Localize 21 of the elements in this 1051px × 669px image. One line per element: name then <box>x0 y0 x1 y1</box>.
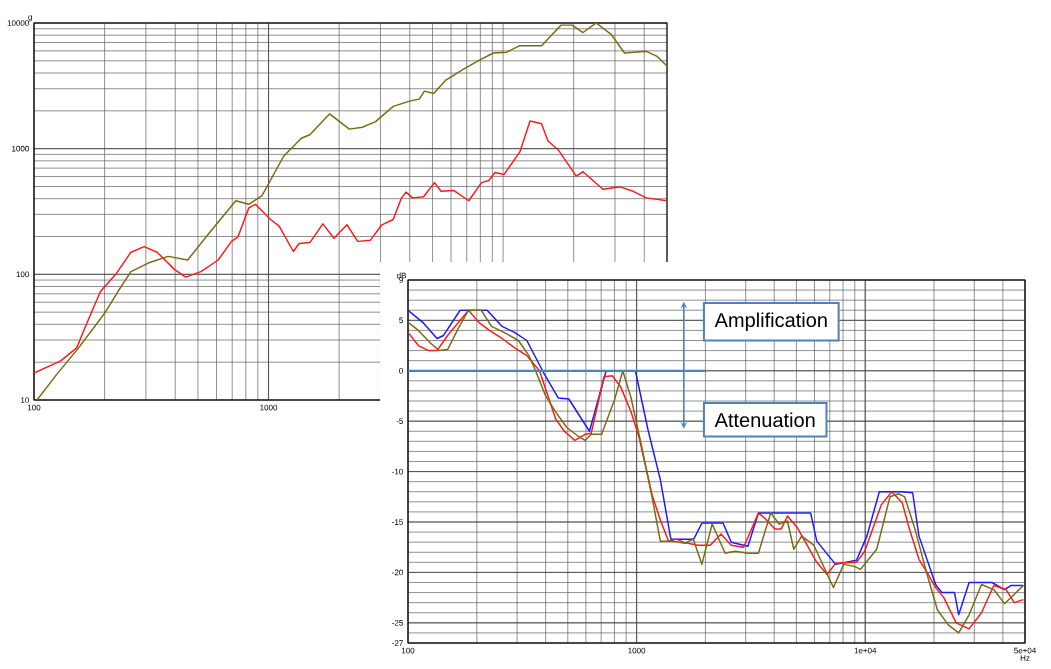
y-tick-label: 1000 <box>12 145 29 152</box>
annotation: Amplification <box>714 312 827 332</box>
y-axis-title: g <box>28 15 32 22</box>
y-tick-label: 0 <box>399 367 403 374</box>
y-tick-label: -20 <box>392 569 403 576</box>
y-axis-title: dB <box>396 272 406 279</box>
x-tick-label: 5e+04 <box>1014 647 1037 654</box>
y-tick-label: -25 <box>392 620 403 626</box>
y-tick-label: 9 <box>399 277 403 283</box>
y-tick-label: 100 <box>16 271 29 278</box>
x-axis-title: Hz <box>1020 655 1030 661</box>
y-tick-label: 10000 <box>7 20 29 26</box>
annotation: Attenuation <box>714 412 815 428</box>
y-tick-label: -27 <box>392 640 403 646</box>
x-tick-label: 1000 <box>628 647 646 654</box>
y-tick-label: 5 <box>399 317 403 324</box>
y-tick-label: -10 <box>392 468 403 475</box>
y-tick-label: 10 <box>21 397 29 403</box>
x-tick-label: 1e+04 <box>854 647 877 654</box>
y-tick-label: -5 <box>396 418 403 424</box>
y-tick-label: -15 <box>392 519 403 525</box>
